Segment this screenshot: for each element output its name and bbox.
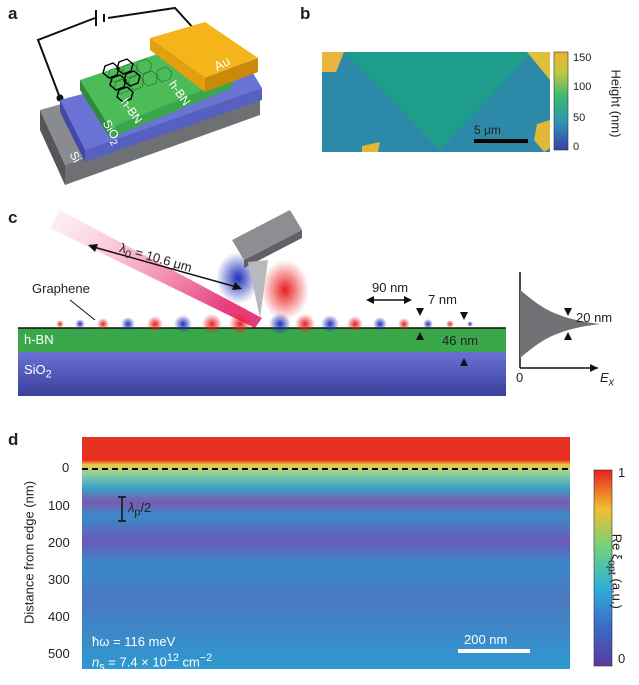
ns-sub: s <box>99 660 105 673</box>
density-label: ns = 7.4 × 1012 cm−2 <box>92 652 212 673</box>
ns-unit-exp: −2 <box>199 652 213 664</box>
inset-ex-label: Ex <box>600 370 614 389</box>
spacing-90nm-label: 90 nm <box>372 280 409 295</box>
re-xi-text: Re ξ <box>609 533 625 560</box>
re-xi-unit: (a.u.) <box>609 574 625 609</box>
afm-scale-bar-label: 5 μm <box>474 123 501 137</box>
height-tick-150: 150 <box>573 52 592 64</box>
thickness-46nm-label: 46 nm <box>442 333 479 348</box>
graphene-label: Graphene <box>32 281 90 296</box>
ex-sub: x <box>608 376 615 389</box>
re-xi-sub: opt <box>605 559 618 575</box>
ns-unit: cm <box>178 654 200 670</box>
plasmon-half-wavelength-label: λp/2 <box>128 500 151 519</box>
device-schematic <box>36 6 262 185</box>
d-ytick-300: 300 <box>48 572 70 587</box>
panel-a-letter: a <box>8 4 18 23</box>
ns-exp: 12 <box>166 652 179 664</box>
ns-value: = 7.4 × 10 <box>104 654 167 670</box>
height-colorbar <box>553 51 569 151</box>
thickness-7nm-label: 7 nm <box>428 292 457 307</box>
d-ytick-400: 400 <box>48 609 70 624</box>
hbn-label-c: h-BN <box>24 332 54 347</box>
near-field-schematic <box>18 210 600 396</box>
lambda-p-symbol: λ <box>128 500 135 515</box>
panel-b-letter: b <box>300 4 311 23</box>
inset-zero-label: 0 <box>516 370 524 385</box>
d-ytick-0: 0 <box>62 460 70 475</box>
re-xi-max: 1 <box>618 465 626 480</box>
field-oscillations <box>56 252 473 335</box>
d-ytick-100: 100 <box>48 498 70 513</box>
height-tick-100: 100 <box>573 81 592 93</box>
height-tick-0: 0 <box>573 141 580 153</box>
re-xi-colorbar <box>593 469 613 667</box>
sio2-c-sub: 2 <box>45 368 52 381</box>
panel-c-letter: c <box>8 208 18 227</box>
decay-20nm-label: 20 nm <box>576 310 613 325</box>
ns-symbol: n <box>92 654 100 670</box>
lambda-p-suffix: /2 <box>140 500 152 515</box>
d-ytick-500: 500 <box>48 646 70 661</box>
afm-topography-map <box>322 52 550 152</box>
re-xi-colorbar-label: Re ξopt (a.u.) <box>606 516 625 626</box>
lambda-p-sub: p <box>134 506 141 519</box>
panel-d-letter: d <box>8 430 19 449</box>
height-colorbar-title: Height (nm) <box>608 69 624 138</box>
sio2-label-c: SiO2 <box>24 362 52 381</box>
d-ytick-200: 200 <box>48 535 70 550</box>
height-tick-50: 50 <box>573 112 586 124</box>
near-field-image <box>82 437 570 669</box>
energy-label: ħω = 116 meV <box>92 634 176 649</box>
d-ylabel: Distance from edge (nm) <box>21 480 37 625</box>
sio2-c-text: SiO <box>24 362 46 377</box>
image-scale-bar-label: 200 nm <box>464 632 508 647</box>
re-xi-min: 0 <box>618 651 626 666</box>
ex-symbol: E <box>600 370 609 385</box>
